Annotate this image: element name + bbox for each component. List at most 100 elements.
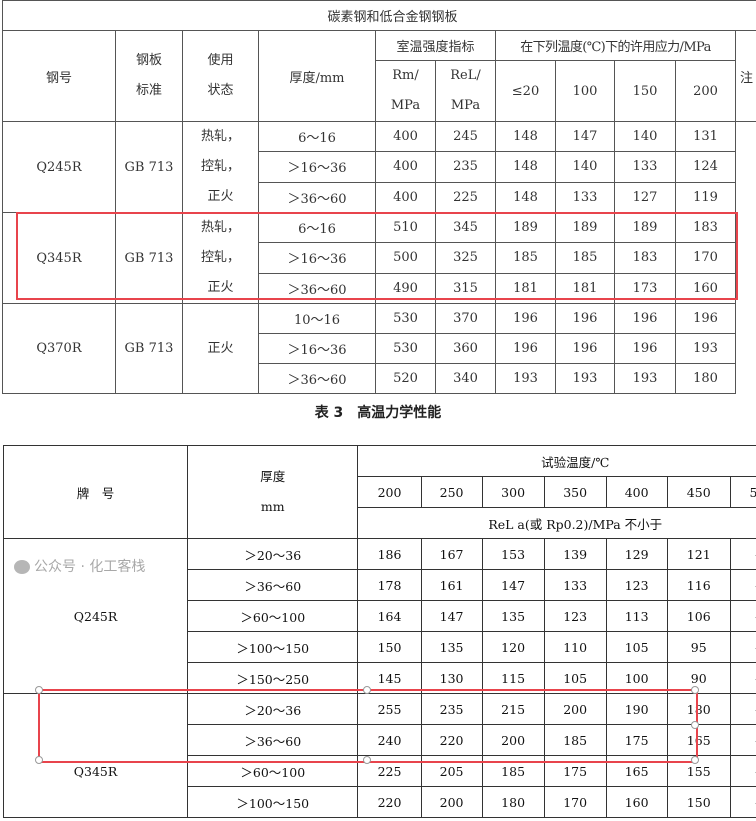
value-cell: 124 <box>675 151 736 183</box>
value-cell: 400 <box>375 181 436 214</box>
thickness-cell: ＞100～150 <box>187 786 359 818</box>
table-row: Q245R GB 713 热轧， 控轧， 正火 6～16 400 245 148 147 140 13… <box>2 120 756 213</box>
value-cell: — <box>729 538 756 570</box>
value-cell: 193 <box>555 363 615 394</box>
value-cell: 175 <box>543 755 607 787</box>
grade-cell: Q245R <box>2 538 189 694</box>
value-cell: 133 <box>543 569 607 601</box>
value-cell: 196 <box>495 303 556 334</box>
allowable-stress-table: 碳素钢和低合金钢钢板 钢号 钢板标准 使用状态 厚度/mm 室温强度指标 在下列… <box>1 0 756 394</box>
thickness-cell: ＞36～60 <box>258 363 376 394</box>
header-temp: 100 <box>555 60 615 122</box>
header-temp: 500 <box>729 476 756 508</box>
value-cell: 170 <box>543 786 607 818</box>
table-row: ＞16～36 530 360 196 196 196 193 <box>3 333 756 364</box>
header-room-temp: 室温强度指标 <box>375 30 496 61</box>
value-cell: — <box>729 786 756 818</box>
selection-handle[interactable] <box>691 756 699 764</box>
condition-cell: 热轧， 控轧， 正火 <box>182 212 259 304</box>
value-cell: 325 <box>435 242 496 274</box>
value-cell: 181 <box>495 272 556 305</box>
grade-cell: Q345R <box>2 693 189 818</box>
value-cell: 370 <box>435 303 496 334</box>
selection-handle[interactable] <box>691 686 699 694</box>
value-cell: — <box>729 693 756 725</box>
value-cell: 520 <box>375 363 436 394</box>
thickness-cell: ＞60～100 <box>187 600 359 632</box>
header-rel: ReL/MPa <box>435 60 496 122</box>
value-cell: 106 <box>666 600 731 632</box>
value-cell: 139 <box>543 538 607 570</box>
value-cell: 131 <box>675 120 736 153</box>
condition-line: 控轧， <box>200 250 240 265</box>
value-cell: 196 <box>614 333 676 364</box>
condition-line: 正火 <box>207 189 234 204</box>
thickness-cell: ＞16～36 <box>258 151 376 183</box>
header-condition: 使用状态 <box>182 30 259 122</box>
value-cell: — <box>729 755 756 787</box>
table-row: ＞16～36 400 235 148 140 133 124 <box>3 151 756 183</box>
value-cell: 150 <box>666 786 731 818</box>
selection-handle[interactable] <box>35 756 43 764</box>
value-cell: 225 <box>435 181 496 214</box>
value-cell: 147 <box>481 569 545 601</box>
value-cell: 115 <box>481 662 545 694</box>
value-cell: 164 <box>357 600 422 632</box>
value-cell: 173 <box>614 272 676 305</box>
value-cell: 110 <box>543 631 607 663</box>
header-temp: 200 <box>675 60 736 122</box>
value-cell: 119 <box>675 181 736 214</box>
thickness-cell: ＞100～150 <box>187 631 359 663</box>
standard-cell: GB 713 <box>115 212 183 304</box>
value-cell: 400 <box>375 151 436 183</box>
condition-cell: 正火 <box>182 303 259 394</box>
value-cell: 185 <box>555 242 615 274</box>
condition-line: 热轧， <box>200 220 240 235</box>
value-cell: — <box>729 631 756 663</box>
header-thickness-label: 厚度 <box>260 469 286 484</box>
thickness-cell: 6～16 <box>258 211 376 244</box>
value-cell: 123 <box>543 600 607 632</box>
selection-handle[interactable] <box>35 686 43 694</box>
value-cell: 530 <box>375 333 436 364</box>
value-cell: 185 <box>495 242 556 274</box>
value-cell: 183 <box>675 211 736 244</box>
value-cell: 147 <box>555 120 615 153</box>
note-cell <box>734 303 756 334</box>
standard-cell: GB 713 <box>115 121 183 213</box>
header-temp: 350 <box>543 476 607 508</box>
header-temp: ≤20 <box>495 60 556 122</box>
value-cell: 190 <box>605 693 668 725</box>
value-cell: 200 <box>481 724 545 756</box>
value-cell: 135 <box>481 600 545 632</box>
header-thickness: 厚度/mm <box>258 30 376 122</box>
value-cell: 196 <box>555 303 615 334</box>
wechat-icon <box>14 560 30 574</box>
value-cell: 150 <box>357 631 422 663</box>
thickness-cell: ＞150～250 <box>187 662 359 694</box>
header-test-temp: 试验温度/℃ <box>357 445 756 477</box>
value-cell: 500 <box>375 242 436 274</box>
condition-cell: 热轧， 控轧， 正火 <box>182 121 259 213</box>
selection-handle[interactable] <box>363 686 371 694</box>
value-cell: 180 <box>481 786 545 818</box>
value-cell: 170 <box>675 242 736 274</box>
note-cell <box>734 242 756 274</box>
note-cell <box>734 212 756 243</box>
table-row: Q345R GB 713 热轧， 控轧， 正火 6～16 510 345 189 189 189 18… <box>2 211 756 304</box>
value-cell: — <box>729 662 756 694</box>
value-cell: 148 <box>495 181 556 214</box>
value-cell: 315 <box>435 272 496 305</box>
header-thickness: 厚度 mm <box>187 445 359 539</box>
value-cell: 200 <box>543 693 607 725</box>
value-cell: 116 <box>666 569 731 601</box>
value-cell: 160 <box>675 272 736 305</box>
selection-handle[interactable] <box>363 756 371 764</box>
value-cell: 196 <box>555 333 615 364</box>
selection-handle[interactable] <box>691 721 699 729</box>
value-cell: 130 <box>420 662 483 694</box>
